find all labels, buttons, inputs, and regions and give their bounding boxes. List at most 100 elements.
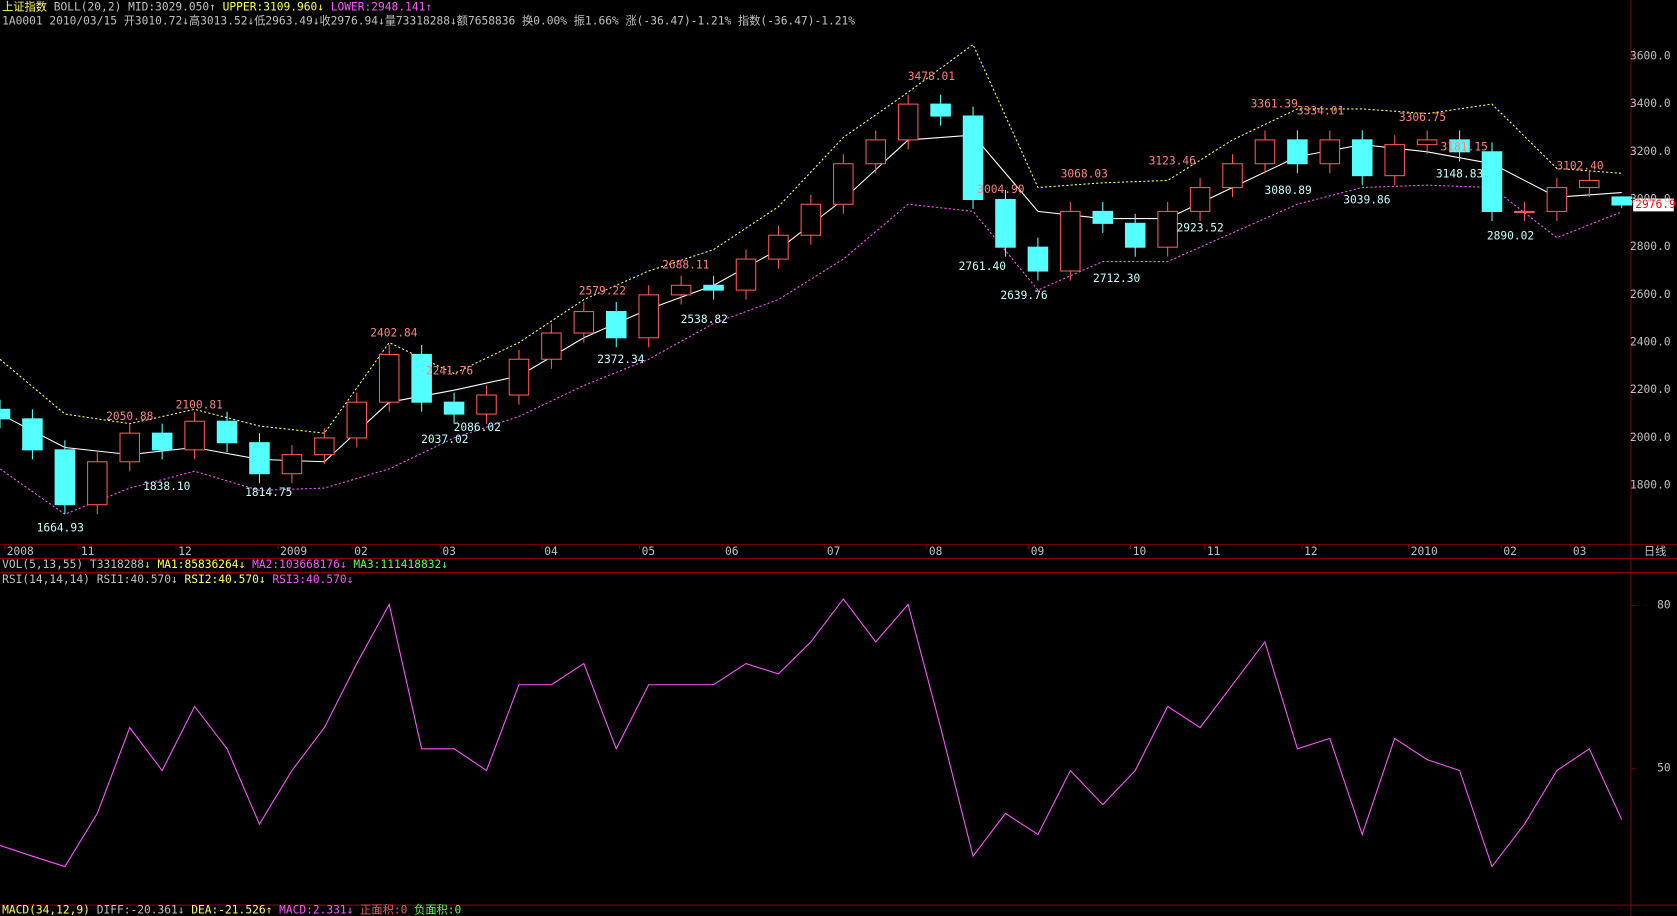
period-label: 日线 (1644, 544, 1666, 558)
candle-body (703, 284, 724, 291)
boll-line (0, 43, 1622, 434)
indicator: RSI1:40.570↓ (97, 573, 178, 586)
extreme-label: 1838.10 (143, 480, 191, 493)
extreme-label: 2402.84 (370, 326, 418, 339)
extreme-label: 2712.30 (1093, 272, 1141, 285)
candle-body (443, 401, 465, 415)
candle-body (1287, 139, 1308, 165)
candle-body (573, 311, 595, 334)
x-tick-label: 04 (544, 545, 558, 558)
extreme-label: 2688.11 (662, 258, 709, 271)
candle-body (1222, 163, 1243, 189)
candle-body (1611, 196, 1633, 206)
candle-body (22, 418, 43, 451)
extreme-label: 3080.89 (1264, 184, 1311, 197)
y-tick-label: 1800.0 (1630, 479, 1671, 492)
candle-body (638, 294, 659, 339)
extreme-label: 2086.02 (454, 421, 501, 434)
extreme-label: 2579.22 (579, 284, 626, 297)
extreme-label: 3102.40 (1556, 160, 1604, 173)
candle-body (1060, 210, 1081, 272)
candle-body (1319, 139, 1341, 165)
extreme-label: 2241.76 (426, 365, 474, 378)
index-name: 上证指数 (2, 0, 47, 14)
indicator: 负面积:0 (414, 902, 461, 916)
quote-info: 1A0001 2010/03/15 开3010.72↓高3013.52↓低296… (2, 14, 855, 28)
candle-body (476, 394, 497, 415)
x-tick-label: 12 (178, 545, 192, 558)
indicator: MACD:2.331↓ (279, 903, 353, 916)
extreme-label: 2639.76 (1000, 289, 1048, 302)
extreme-label: 2050.88 (106, 410, 154, 423)
candle-body (1384, 144, 1405, 177)
x-tick-label: 07 (827, 545, 841, 558)
extreme-label: 3148.83 (1436, 168, 1483, 181)
boll-line (0, 184, 1622, 515)
extreme-label: 2761.40 (959, 260, 1007, 273)
candle-body (1481, 151, 1503, 212)
indicator: DEA:-21.526↑ (191, 903, 272, 916)
x-tick-label: 11 (1207, 545, 1221, 558)
x-tick-label: 02 (1503, 545, 1517, 558)
boll-line (0, 134, 1622, 463)
candle-body (378, 353, 400, 403)
extreme-label: 2538.82 (681, 313, 728, 326)
extreme-label: 3181.15 (1441, 141, 1488, 154)
indicator: MACD(34,12,9) (2, 903, 90, 916)
extreme-label: 3334.01 (1297, 104, 1344, 117)
candle-body (1027, 246, 1049, 272)
y-tick-label: 2000.0 (1630, 431, 1671, 444)
candle-body (605, 311, 627, 339)
candle-body (1157, 210, 1178, 248)
x-tick-label: 12 (1304, 545, 1318, 558)
indicator: UPPER:3109.960↓ (223, 1, 324, 14)
extreme-label: 3039.86 (1343, 194, 1391, 207)
candle-body (768, 234, 789, 260)
candle-body (1546, 187, 1568, 212)
candle-body (735, 258, 757, 291)
candle-body (1579, 179, 1600, 189)
indicator: MA1:85836264↓ (158, 558, 246, 571)
candle-body (216, 420, 238, 444)
last-price-box (1633, 198, 1674, 212)
candle-body (670, 284, 692, 296)
y-tick-label: 2600.0 (1630, 288, 1671, 301)
candle-body (1416, 139, 1438, 146)
candle-body (541, 332, 562, 360)
indicator: RSI(14,14,14) (2, 573, 90, 586)
y-tick-label: 2200.0 (1630, 383, 1671, 396)
candle-body (151, 432, 173, 451)
x-tick-label: 10 (1133, 545, 1147, 558)
candle-body (87, 461, 108, 506)
extreme-label: 2890.02 (1487, 229, 1534, 242)
x-tick-label: 2009 (280, 545, 307, 558)
extreme-label: 3361.39 (1251, 98, 1298, 111)
last-price-label: 2976.9 (1635, 198, 1676, 211)
indicator: RSI2:40.570↓ (185, 573, 266, 586)
candle-body (119, 432, 141, 463)
y-tick-label: 3400.0 (1630, 97, 1671, 110)
candle-body (346, 401, 368, 439)
candle-body (314, 437, 335, 456)
candle-body (1254, 139, 1276, 165)
candle-body (1449, 139, 1470, 153)
candle-body (930, 103, 951, 117)
indicator: LOWER:2948.141↑ (331, 1, 432, 14)
candle-body (865, 139, 887, 165)
x-tick-label: 09 (1031, 545, 1045, 558)
x-tick-label: 11 (81, 545, 95, 558)
indicator: DIFF:-20.361↓ (97, 903, 185, 916)
extreme-label: 3306.75 (1399, 111, 1446, 124)
indicator: MID:3029.050↑ (128, 1, 216, 14)
candle-body (1124, 222, 1146, 248)
header-main: 上证指数 BOLL(20,2) MID:3029.050↑ UPPER:3109… (2, 0, 432, 14)
candle-body (184, 420, 205, 451)
rsi-line (0, 598, 1623, 868)
x-tick-label: 02 (354, 545, 368, 558)
candle-body (800, 203, 822, 236)
candle-body (833, 163, 854, 205)
candle-body (1514, 210, 1535, 214)
rsi-line: RSI(14,14,14) RSI1:40.570↓ RSI2:40.570↓ … (2, 573, 353, 586)
x-tick-label: 03 (442, 545, 456, 558)
candle-body (411, 353, 432, 403)
